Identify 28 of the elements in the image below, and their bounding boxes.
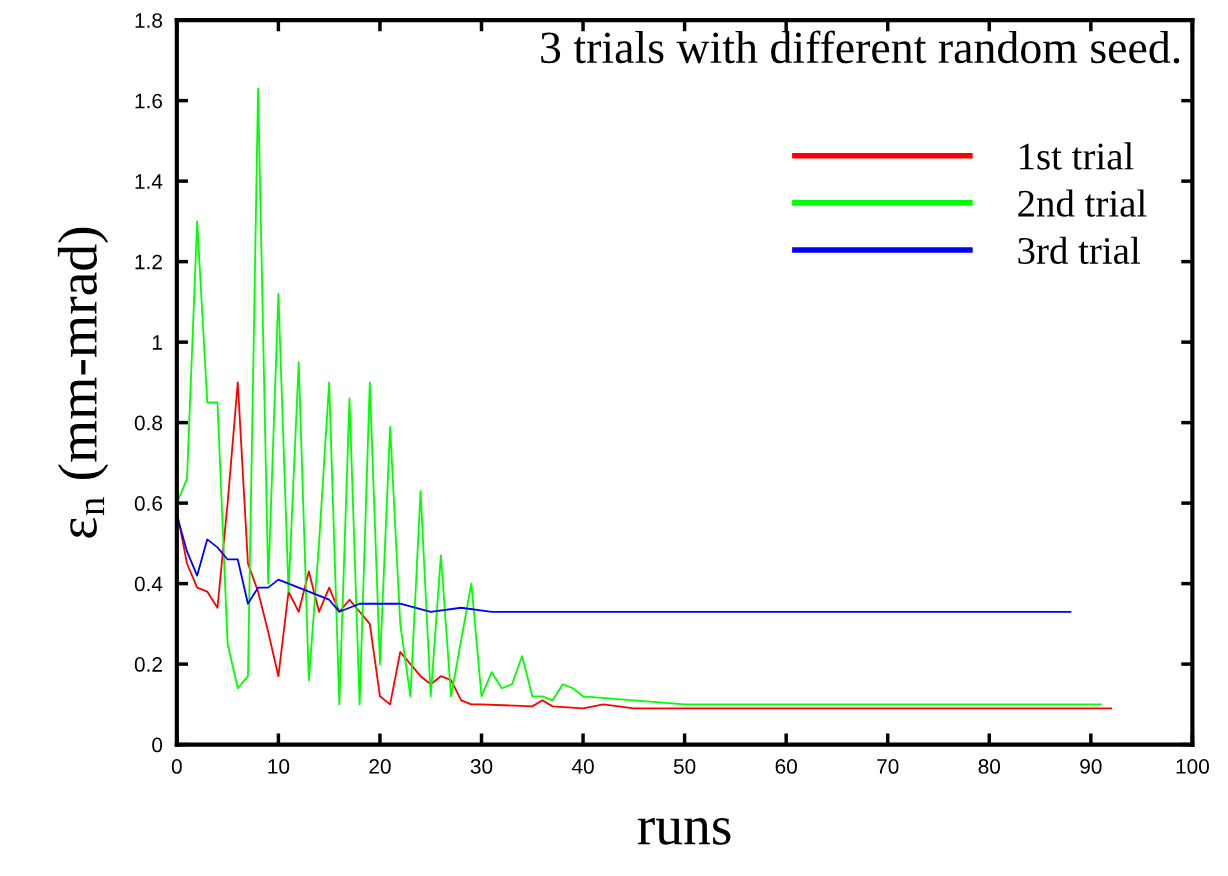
x-tick-label: 90 [1080, 759, 1102, 774]
legend-label: 1st trial [1019, 142, 1134, 170]
y-axis-title: ε$_{n}$ (mm-mrad) [57, 227, 109, 538]
legend-label: 2nd trial [1018, 189, 1147, 217]
x-tick-label: 20 [369, 759, 391, 774]
x-tick-label: 50 [673, 759, 696, 774]
y-tick-label: 0.2 [134, 657, 162, 672]
y-tick-label: 0.4 [134, 576, 163, 592]
x-tick-label: 70 [877, 759, 899, 774]
x-tick-label: 0 [171, 759, 182, 774]
x-axis-title: runs [637, 818, 731, 845]
x-tick-label: 80 [978, 759, 1001, 774]
y-tick-label: 1.8 [135, 13, 163, 28]
x-tick-label: 60 [775, 759, 797, 774]
y-tick-label: 0.6 [134, 496, 163, 511]
x-tick-label: 100 [1176, 759, 1209, 774]
y-tick-label: 0 [152, 737, 163, 753]
chart-title: 3 trials with different random seed. [541, 30, 1180, 64]
y-tick-label: 1.4 [135, 174, 163, 189]
y-tick-label: 1.6 [135, 93, 163, 109]
line-series [176, 381, 1113, 710]
x-tick-label: 30 [470, 759, 493, 774]
x-tick-label: 10 [268, 759, 290, 774]
y-tick-label: 0.8 [134, 415, 163, 431]
legend-label: 3rd trial [1018, 236, 1140, 265]
y-tick-label: 1.2 [135, 254, 162, 270]
y-tick-label: 1 [152, 335, 162, 350]
x-tick-label: 40 [571, 759, 594, 774]
